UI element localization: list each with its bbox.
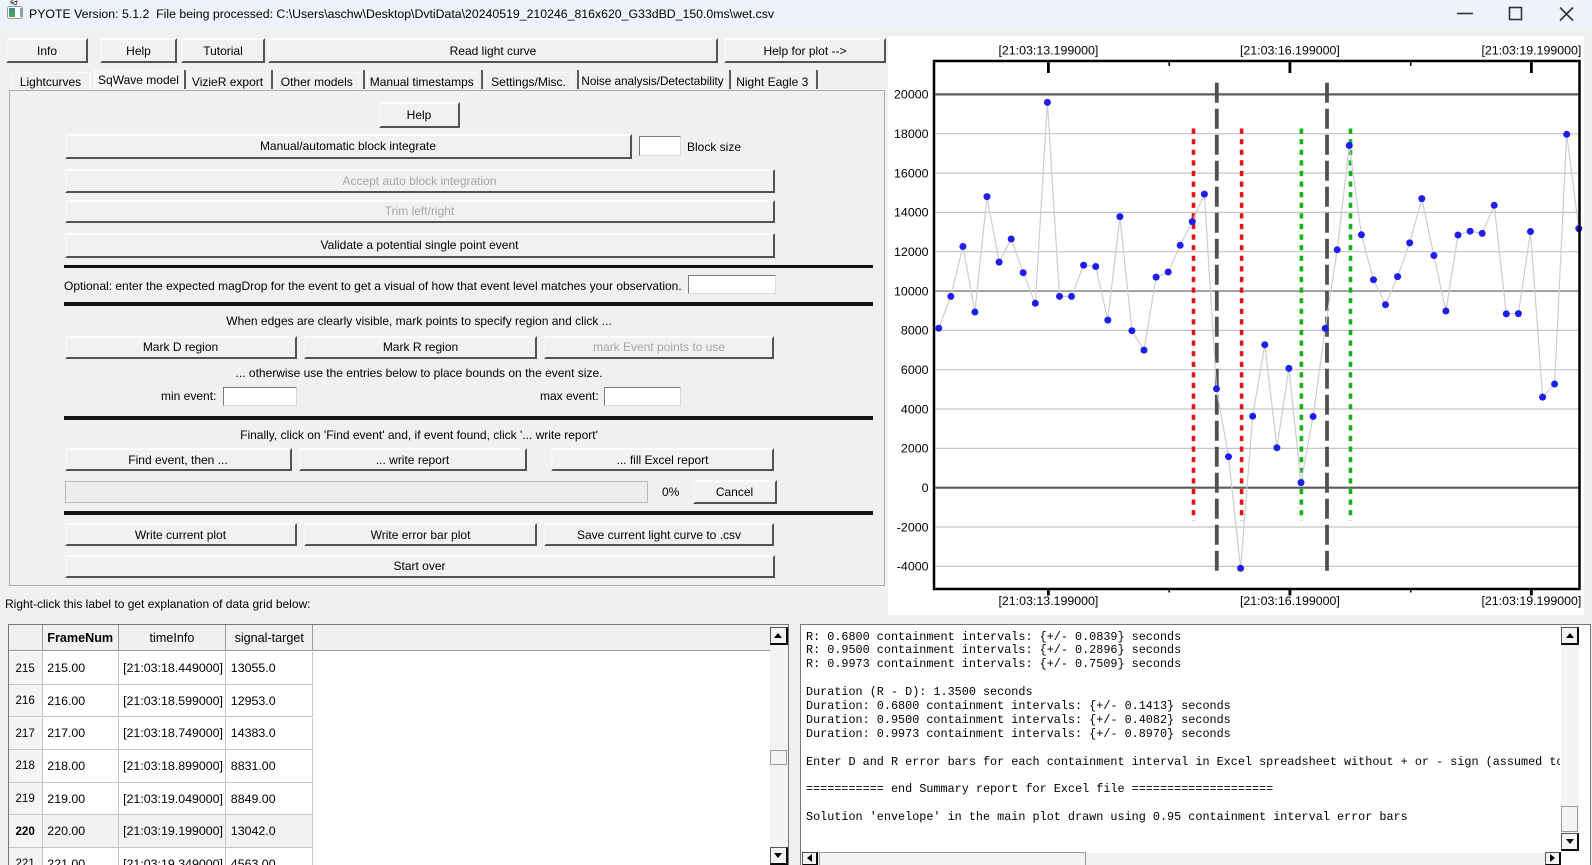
svg-text:[21:03:19.199000]: [21:03:19.199000] bbox=[1481, 594, 1581, 608]
svg-text:18000: 18000 bbox=[894, 127, 929, 141]
svg-text:2000: 2000 bbox=[901, 442, 929, 456]
svg-text:14000: 14000 bbox=[894, 206, 929, 220]
svg-text:[21:03:16.199000]: [21:03:16.199000] bbox=[1240, 594, 1340, 608]
svg-text:-2000: -2000 bbox=[897, 520, 929, 534]
svg-text:12000: 12000 bbox=[894, 245, 929, 259]
svg-text:0: 0 bbox=[922, 481, 929, 495]
svg-text:8000: 8000 bbox=[901, 324, 929, 338]
svg-text:[21:03:13.199000]: [21:03:13.199000] bbox=[998, 594, 1098, 608]
svg-text:6000: 6000 bbox=[901, 363, 929, 377]
svg-text:10000: 10000 bbox=[894, 284, 929, 298]
svg-text:[21:03:16.199000]: [21:03:16.199000] bbox=[1240, 44, 1340, 58]
svg-text:20000: 20000 bbox=[894, 88, 929, 102]
svg-text:[21:03:19.199000]: [21:03:19.199000] bbox=[1481, 44, 1581, 58]
svg-text:[21:03:13.199000]: [21:03:13.199000] bbox=[998, 44, 1098, 58]
svg-text:4000: 4000 bbox=[901, 402, 929, 416]
svg-text:-4000: -4000 bbox=[897, 560, 929, 574]
svg-text:16000: 16000 bbox=[894, 166, 929, 180]
